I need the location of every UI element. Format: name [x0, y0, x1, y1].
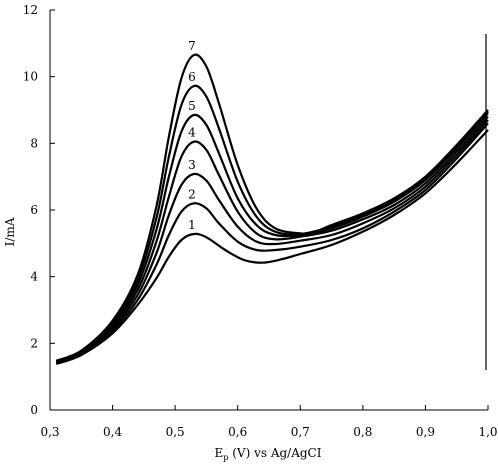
x-tick-label: 0,4 — [103, 425, 122, 439]
series-line-2 — [55, 122, 489, 365]
y-axis-title: I/mA — [3, 217, 17, 246]
x-tick-label: 0,7 — [291, 425, 310, 439]
x-axis-title-subscript: p — [223, 453, 228, 462]
curve-label-2: 2 — [188, 187, 196, 201]
x-tick-label: 0,3 — [40, 425, 59, 439]
y-axis-ticks: 0 2 4 6 8 10 12 — [23, 3, 55, 417]
y-tick-label: 2 — [30, 336, 38, 350]
curve-label-7: 7 — [188, 39, 196, 53]
series-line-1 — [55, 129, 489, 366]
x-axis-title-main: E — [215, 446, 224, 460]
y-tick-label: 10 — [23, 70, 38, 84]
curve-label-4: 4 — [188, 126, 196, 140]
plot-frame — [49, 10, 488, 411]
x-tick-label: 0,5 — [166, 425, 185, 439]
series-line-5 — [55, 112, 489, 363]
series-line-6 — [55, 84, 489, 363]
curve-labels: 1 2 3 4 5 6 7 — [188, 39, 196, 232]
series-line-7 — [55, 53, 489, 362]
x-axis-ticks: 0,3 0,4 0,5 0,6 0,7 0,8 0,9 1,0 — [40, 405, 498, 439]
curve-label-1: 1 — [188, 218, 196, 232]
series-line-3 — [55, 119, 489, 364]
y-tick-label: 0 — [30, 403, 38, 417]
x-tick-label: 0,8 — [353, 425, 372, 439]
y-tick-label: 4 — [30, 270, 38, 284]
series-curves — [55, 53, 489, 366]
x-tick-label: 1,0 — [478, 425, 497, 439]
series-line-4 — [55, 115, 489, 364]
y-tick-label: 8 — [30, 136, 38, 150]
x-axis-title: Ep (V) vs Ag/AgCI — [215, 446, 322, 462]
x-tick-label: 0,9 — [416, 425, 435, 439]
curve-label-6: 6 — [188, 70, 196, 84]
curve-label-5: 5 — [188, 99, 196, 113]
x-axis-title-rest: (V) vs Ag/AgCI — [228, 446, 321, 460]
y-tick-label: 12 — [23, 3, 38, 17]
y-tick-label: 6 — [30, 203, 38, 217]
x-tick-label: 0,6 — [228, 425, 247, 439]
curve-label-3: 3 — [188, 158, 196, 172]
